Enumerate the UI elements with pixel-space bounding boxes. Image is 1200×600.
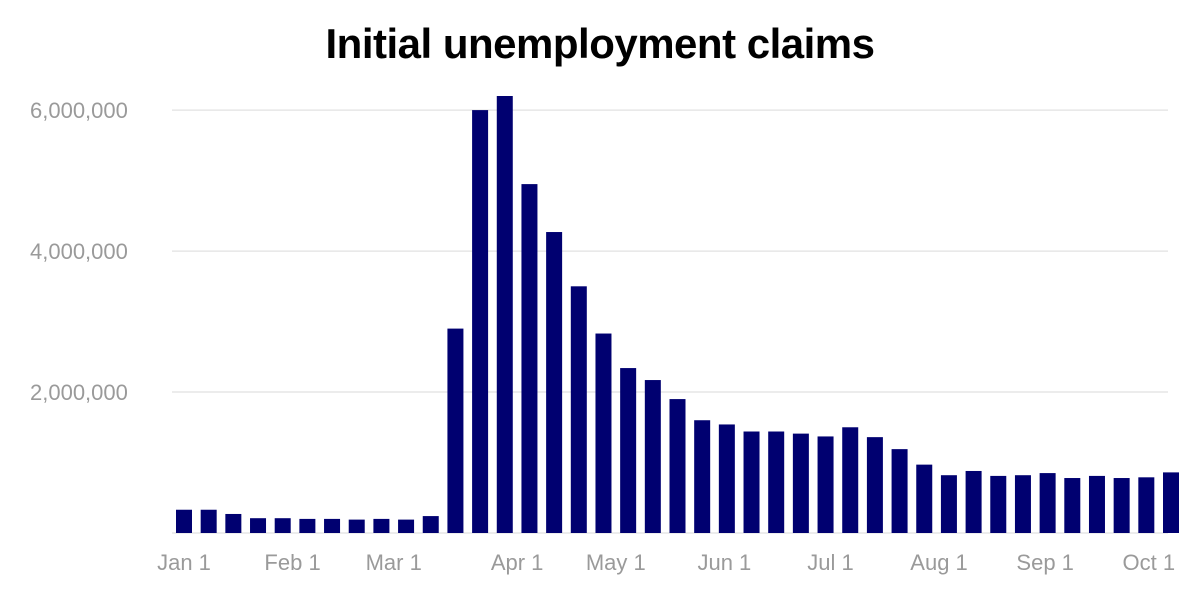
- x-tick-label: Jun 1: [697, 550, 751, 575]
- y-tick-label: 4,000,000: [30, 239, 128, 264]
- bar: [940, 475, 957, 533]
- bar: [1163, 472, 1179, 533]
- bar: [398, 519, 415, 533]
- bar: [891, 449, 908, 533]
- bar: [694, 420, 711, 533]
- bar: [274, 518, 291, 533]
- bar: [1088, 475, 1105, 533]
- x-tick-label: Mar 1: [366, 550, 422, 575]
- bar: [447, 328, 464, 533]
- bar: [842, 427, 859, 533]
- bar: [916, 464, 933, 533]
- bar: [1138, 477, 1155, 533]
- bar: [718, 424, 735, 533]
- x-tick-label: Jul 1: [807, 550, 853, 575]
- bar: [373, 518, 390, 533]
- bar: [866, 437, 883, 533]
- bar: [817, 436, 834, 533]
- bar: [1039, 473, 1056, 533]
- y-axis-ticks: 2,000,000 4,000,000 6,000,000: [30, 98, 128, 405]
- bar: [1014, 475, 1031, 533]
- bar: [768, 431, 785, 533]
- x-tick-label: Feb 1: [264, 550, 320, 575]
- bar: [422, 516, 439, 533]
- x-axis-ticks: Jan 1 Feb 1 Mar 1 Apr 1 May 1 Jun 1 Jul 1 Aug 1…: [157, 550, 1175, 575]
- bar: [644, 380, 661, 533]
- bar-series: [176, 96, 1179, 533]
- bar: [620, 368, 637, 533]
- bar: [990, 475, 1007, 533]
- chart-title: Initial unemployment claims: [325, 20, 875, 67]
- bar: [299, 518, 316, 533]
- bar: [570, 286, 587, 533]
- bar: [496, 96, 513, 533]
- bar: [792, 433, 809, 533]
- bar: [200, 509, 217, 533]
- bar: [546, 232, 563, 533]
- bar: [348, 519, 365, 533]
- bar: [965, 470, 982, 533]
- x-tick-label: May 1: [586, 550, 646, 575]
- x-tick-label: Aug 1: [910, 550, 968, 575]
- x-tick-label: Jan 1: [157, 550, 211, 575]
- bar: [225, 513, 242, 533]
- bar: [176, 509, 192, 533]
- bar: [595, 333, 612, 533]
- bar: [743, 431, 760, 533]
- bar: [250, 518, 267, 533]
- bar: [1064, 478, 1081, 533]
- y-tick-label: 6,000,000: [30, 98, 128, 123]
- bar: [324, 518, 341, 533]
- bar: [669, 399, 686, 533]
- bar: [521, 184, 538, 533]
- bar: [1113, 478, 1130, 533]
- bar: [472, 110, 489, 533]
- x-tick-label: Apr 1: [491, 550, 544, 575]
- y-tick-label: 2,000,000: [30, 380, 128, 405]
- x-tick-label: Sep 1: [1016, 550, 1074, 575]
- x-tick-label: Oct 1: [1123, 550, 1176, 575]
